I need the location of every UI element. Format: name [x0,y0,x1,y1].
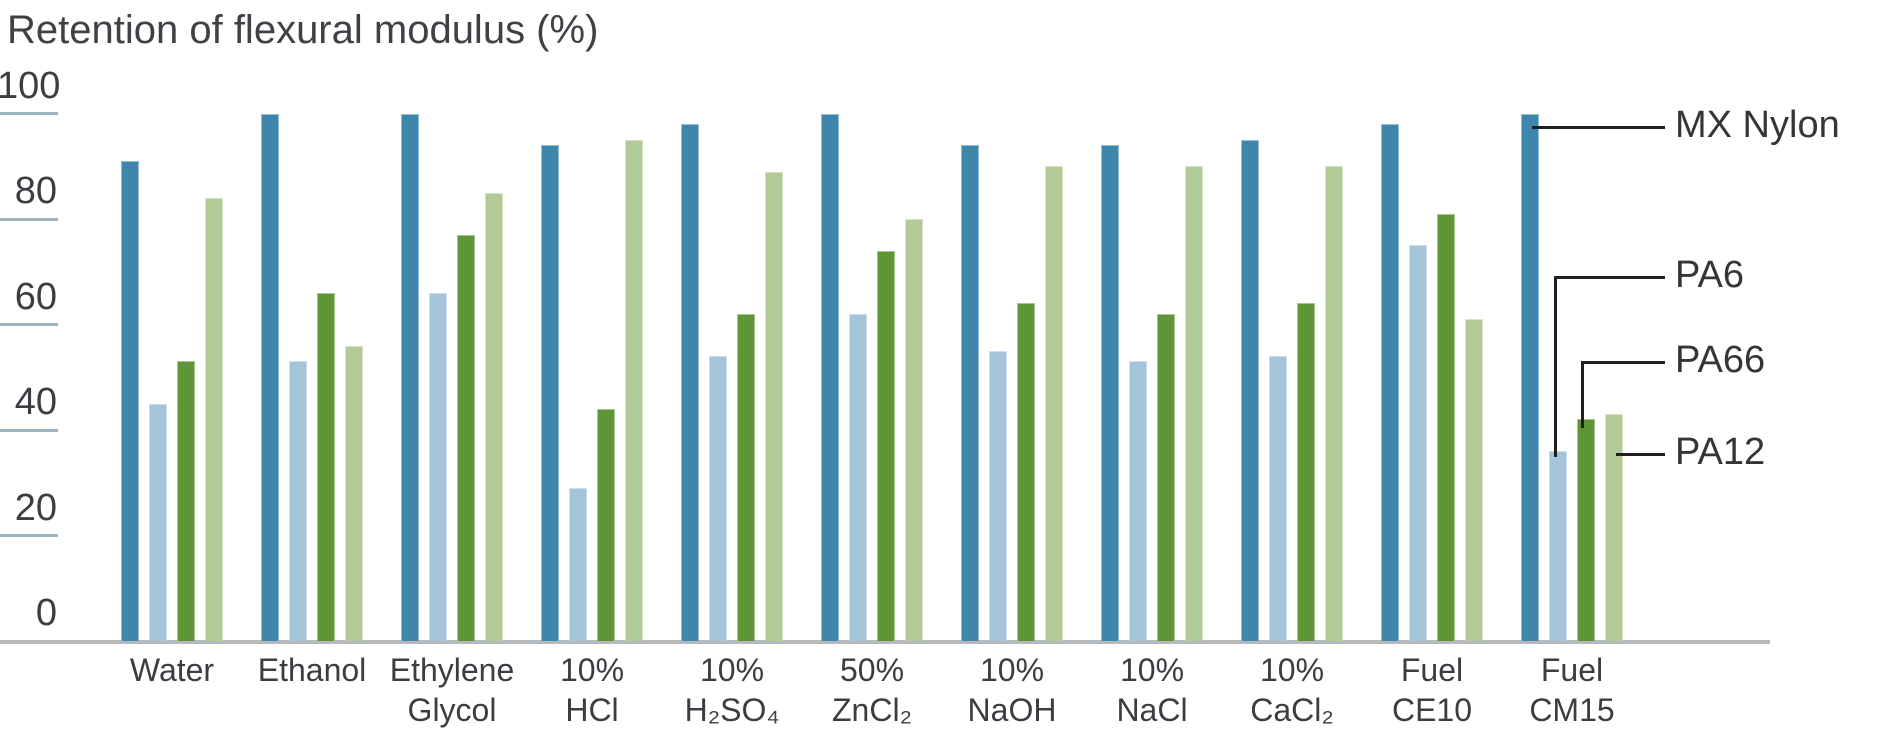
legend-label-pa6: PA6 [1675,253,1745,296]
legend-label-pa12: PA12 [1675,430,1766,473]
bar-pa66-4 [737,313,755,641]
bar-pa6-8 [1269,356,1287,641]
bar-pa6-6 [989,350,1007,641]
bar-pa12-2 [485,192,503,641]
bar-pa66-2 [457,234,475,641]
y-tick-label-40: 40 [14,381,57,423]
bar-pa12-10 [1605,414,1623,641]
bar-pa12-0 [205,197,223,641]
bar-mx-nylon-6 [961,145,979,641]
bar-mx-nylon-9 [1381,124,1399,641]
x-label-0: Water [129,652,215,688]
bar-pa6-10 [1549,451,1567,641]
bar-mx-nylon-10 [1521,113,1539,641]
bar-mx-nylon-4 [681,124,699,641]
legend-callout-elbow-pa66 [1581,360,1584,428]
legend-callout-line-pa12 [1616,452,1665,456]
bar-pa66-5 [877,250,895,641]
x-label-9: Fuel CE10 [1391,652,1473,728]
bar-mx-nylon-1 [261,113,279,641]
x-label-10: Fuel CM15 [1529,652,1615,728]
bar-pa6-3 [569,488,587,641]
x-label-2: Ethylene Glycol [389,652,515,728]
y-tick-line-60 [0,323,58,326]
bar-mx-nylon-8 [1241,139,1259,641]
bar-pa12-5 [905,219,923,641]
legend-callout-line-pa6 [1555,275,1665,279]
legend-label-pa66: PA66 [1675,338,1766,381]
y-tick-label-80: 80 [14,170,57,212]
legend-callout-elbow-pa6 [1554,275,1557,457]
x-label-5: 50% ZnCl₂ [832,652,912,728]
bar-pa66-7 [1157,313,1175,641]
y-tick-line-100 [0,112,58,115]
bar-pa12-8 [1325,166,1343,641]
x-label-6: 10% NaOH [967,652,1057,728]
bar-pa12-3 [625,139,643,641]
chart-title: Retention of flexural modulus (%) [7,8,599,52]
bar-pa6-4 [709,356,727,641]
bar-pa6-5 [849,313,867,641]
bar-pa66-10 [1577,419,1595,641]
x-label-8: 10% CaCl₂ [1250,652,1334,728]
bar-pa66-9 [1437,213,1455,641]
legend-callout-line-mx-nylon [1532,125,1665,129]
x-label-3: 10% HCl [559,652,625,728]
bar-pa6-0 [149,403,167,641]
y-tick-label-60: 60 [14,275,57,318]
bar-pa6-9 [1409,245,1427,641]
bar-pa6-7 [1129,361,1147,641]
bar-mx-nylon-5 [821,113,839,641]
legend-label-mx-nylon: MX Nylon [1675,103,1840,146]
y-tick-label-0: 0 [35,592,57,634]
y-tick-line-40 [0,428,58,432]
x-label-4: 10% H₂SO₄ [684,652,780,728]
bar-pa6-2 [429,292,447,641]
bar-pa66-0 [177,361,195,641]
bar-pa66-8 [1297,303,1315,641]
x-label-7: 10% NaCl [1116,652,1188,728]
legend-callout-line-pa66 [1581,360,1665,364]
bar-mx-nylon-0 [121,160,139,641]
bar-pa12-4 [765,171,783,641]
y-tick-line-80 [0,217,58,221]
bar-pa66-6 [1017,303,1035,641]
bar-mx-nylon-2 [401,113,419,641]
y-tick-label-20: 20 [14,486,57,529]
bar-pa66-1 [317,292,335,641]
bar-pa12-9 [1465,319,1483,641]
bar-pa12-1 [345,345,363,641]
bar-pa66-3 [597,408,615,641]
bar-pa12-6 [1045,166,1063,641]
y-tick-label-100: 100 [0,64,61,107]
bar-mx-nylon-7 [1101,145,1119,641]
x-label-1: Ethanol [257,652,367,688]
bar-pa6-1 [289,361,307,641]
x-axis-line [0,640,1770,644]
y-tick-line-20 [0,534,58,537]
bar-pa12-7 [1185,166,1203,641]
bar-mx-nylon-3 [541,145,559,641]
